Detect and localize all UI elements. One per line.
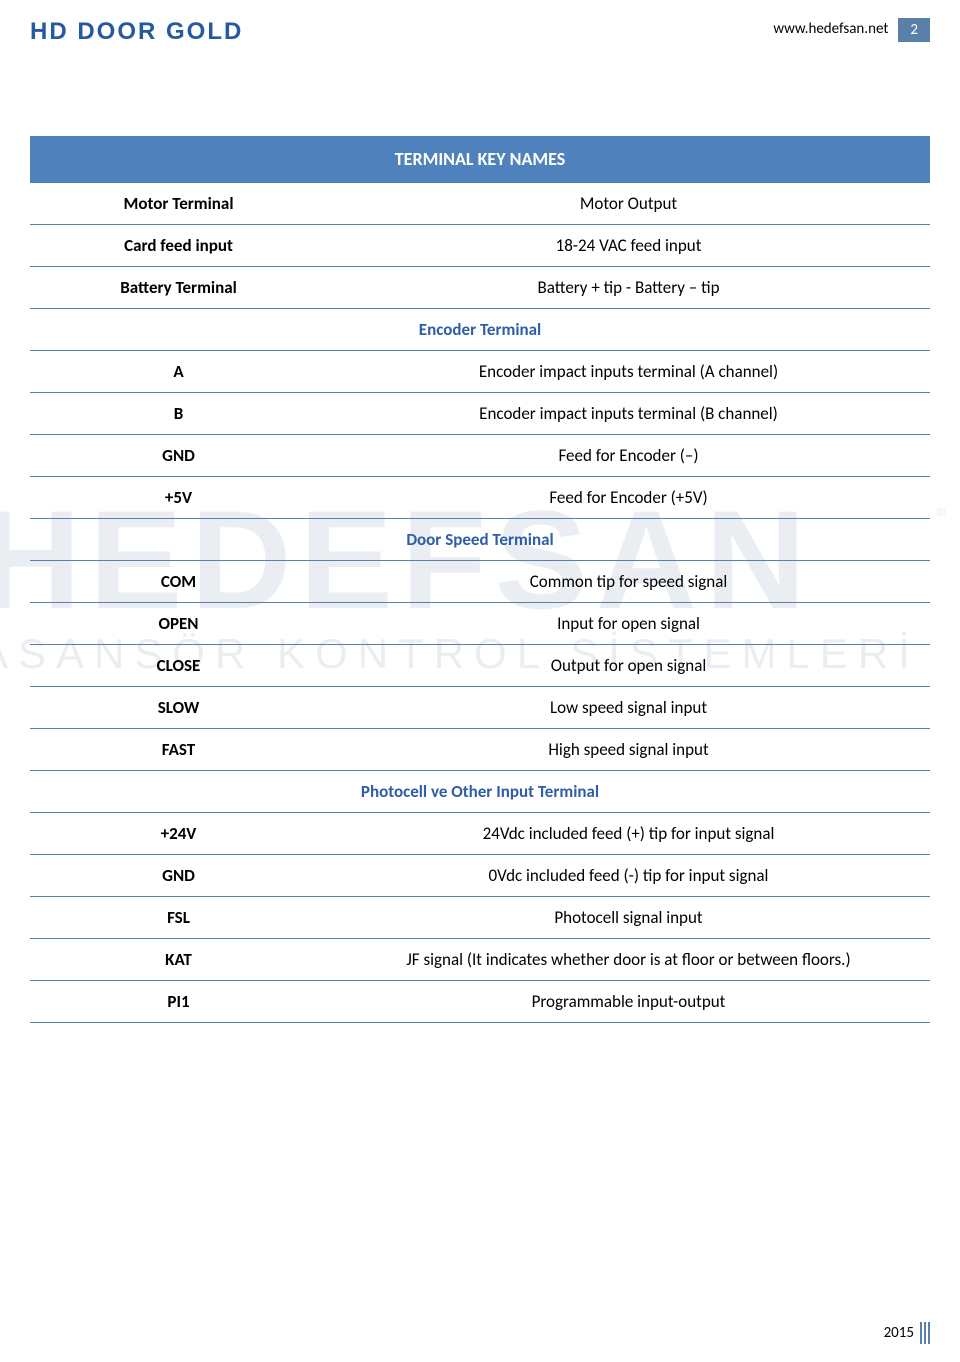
header-right: www.hedefsan.net 2 xyxy=(773,18,930,42)
terminal-description: Feed for Encoder (–) xyxy=(327,435,930,477)
terminal-name: B xyxy=(30,393,327,435)
section-header-row: Door Speed Terminal xyxy=(30,519,930,561)
terminal-name: GND xyxy=(30,435,327,477)
terminal-description: Programmable input-output xyxy=(327,981,930,1023)
table-row: FASTHigh speed signal input xyxy=(30,729,930,771)
footer-bars-icon xyxy=(920,1322,930,1344)
table-row: FSLPhotocell signal input xyxy=(30,897,930,939)
footer-year: 2015 xyxy=(884,1324,914,1342)
terminal-description: Output for open signal xyxy=(327,645,930,687)
section-header: Encoder Terminal xyxy=(30,309,930,351)
terminal-description: JF signal (It indicates whether door is … xyxy=(327,939,930,981)
terminal-description: Low speed signal input xyxy=(327,687,930,729)
section-header-row: Encoder Terminal xyxy=(30,309,930,351)
terminal-name: KAT xyxy=(30,939,327,981)
terminal-name: GND xyxy=(30,855,327,897)
terminal-description: Input for open signal xyxy=(327,603,930,645)
terminal-name: Card feed input xyxy=(30,225,327,267)
terminal-description: 0Vdc included feed (-) tip for input sig… xyxy=(327,855,930,897)
table-row: SLOWLow speed signal input xyxy=(30,687,930,729)
section-header: Door Speed Terminal xyxy=(30,519,930,561)
terminal-name: Motor Terminal xyxy=(30,183,327,225)
table-row: Motor TerminalMotor Output xyxy=(30,183,930,225)
table-row: OPENInput for open signal xyxy=(30,603,930,645)
page-header: HD DOOR GOLD www.hedefsan.net 2 xyxy=(0,0,960,46)
table-title-row: TERMINAL KEY NAMES xyxy=(30,136,930,183)
terminal-description: 24Vdc included feed (+) tip for input si… xyxy=(327,813,930,855)
terminal-name: A xyxy=(30,351,327,393)
terminal-description: Photocell signal input xyxy=(327,897,930,939)
terminal-description: Common tip for speed signal xyxy=(327,561,930,603)
table-row: BEncoder impact inputs terminal (B chann… xyxy=(30,393,930,435)
table-row: PI1Programmable input-output xyxy=(30,981,930,1023)
terminal-description: High speed signal input xyxy=(327,729,930,771)
section-header-row: Photocell ve Other Input Terminal xyxy=(30,771,930,813)
terminal-description: Encoder impact inputs terminal (A channe… xyxy=(327,351,930,393)
terminal-name: FAST xyxy=(30,729,327,771)
section-header: Photocell ve Other Input Terminal xyxy=(30,771,930,813)
terminal-description: Feed for Encoder (+5V) xyxy=(327,477,930,519)
table-row: CLOSEOutput for open signal xyxy=(30,645,930,687)
terminal-table: TERMINAL KEY NAMESMotor TerminalMotor Ou… xyxy=(30,136,930,1023)
terminal-name: +24V xyxy=(30,813,327,855)
page-footer: 2015 xyxy=(884,1322,930,1344)
terminal-description: 18-24 VAC feed input xyxy=(327,225,930,267)
terminal-name: +5V xyxy=(30,477,327,519)
terminal-name: PI1 xyxy=(30,981,327,1023)
terminal-name: OPEN xyxy=(30,603,327,645)
table-row: AEncoder impact inputs terminal (A chann… xyxy=(30,351,930,393)
logo-text: HD DOOR GOLD xyxy=(30,18,243,46)
terminal-name: SLOW xyxy=(30,687,327,729)
table-row: Card feed input18-24 VAC feed input xyxy=(30,225,930,267)
content-area: TERMINAL KEY NAMESMotor TerminalMotor Ou… xyxy=(0,46,960,1023)
terminal-name: COM xyxy=(30,561,327,603)
table-title: TERMINAL KEY NAMES xyxy=(30,136,930,183)
terminal-name: FSL xyxy=(30,897,327,939)
terminal-description: Battery + tip - Battery – tip xyxy=(327,267,930,309)
terminal-description: Encoder impact inputs terminal (B channe… xyxy=(327,393,930,435)
page-number-badge: 2 xyxy=(898,18,930,42)
table-row: GNDFeed for Encoder (–) xyxy=(30,435,930,477)
table-row: KATJF signal (It indicates whether door … xyxy=(30,939,930,981)
table-row: Battery TerminalBattery + tip - Battery … xyxy=(30,267,930,309)
table-row: GND0Vdc included feed (-) tip for input … xyxy=(30,855,930,897)
header-url: www.hedefsan.net xyxy=(773,18,888,38)
terminal-name: Battery Terminal xyxy=(30,267,327,309)
terminal-description: Motor Output xyxy=(327,183,930,225)
table-row: COMCommon tip for speed signal xyxy=(30,561,930,603)
table-row: +5VFeed for Encoder (+5V) xyxy=(30,477,930,519)
terminal-name: CLOSE xyxy=(30,645,327,687)
table-row: +24V24Vdc included feed (+) tip for inpu… xyxy=(30,813,930,855)
